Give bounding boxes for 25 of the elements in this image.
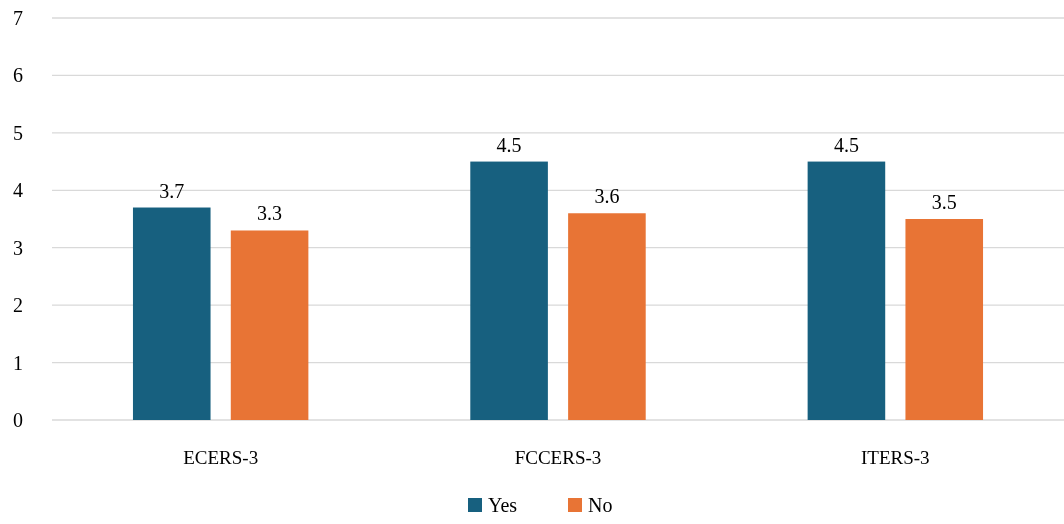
data-label: 3.7 xyxy=(159,179,185,202)
legend-label: Yes xyxy=(488,494,518,516)
bar xyxy=(230,230,309,420)
data-label: 4.5 xyxy=(833,133,859,156)
y-tick-label: 6 xyxy=(13,64,23,87)
bar xyxy=(905,219,984,420)
y-tick-label: 1 xyxy=(13,351,23,374)
x-tick-label: FCCERS-3 xyxy=(514,447,602,468)
bar xyxy=(470,161,548,420)
x-tick-label: ITERS-3 xyxy=(861,447,930,468)
bar xyxy=(132,207,211,420)
bar xyxy=(807,161,886,420)
y-tick-label: 4 xyxy=(13,179,23,202)
y-tick-label: 2 xyxy=(13,294,23,317)
data-label: 3.3 xyxy=(257,202,283,225)
y-tick-label: 5 xyxy=(13,121,23,144)
data-label: 3.6 xyxy=(594,185,620,208)
y-tick-label: 0 xyxy=(13,409,23,431)
data-label: 4.5 xyxy=(496,133,522,156)
data-label: 3.5 xyxy=(931,191,957,213)
legend-label: No xyxy=(588,494,613,516)
bar xyxy=(568,213,646,420)
x-tick-label: ECERS-3 xyxy=(183,447,259,468)
y-tick-label: 3 xyxy=(13,236,23,259)
y-tick-label: 7 xyxy=(13,7,23,29)
